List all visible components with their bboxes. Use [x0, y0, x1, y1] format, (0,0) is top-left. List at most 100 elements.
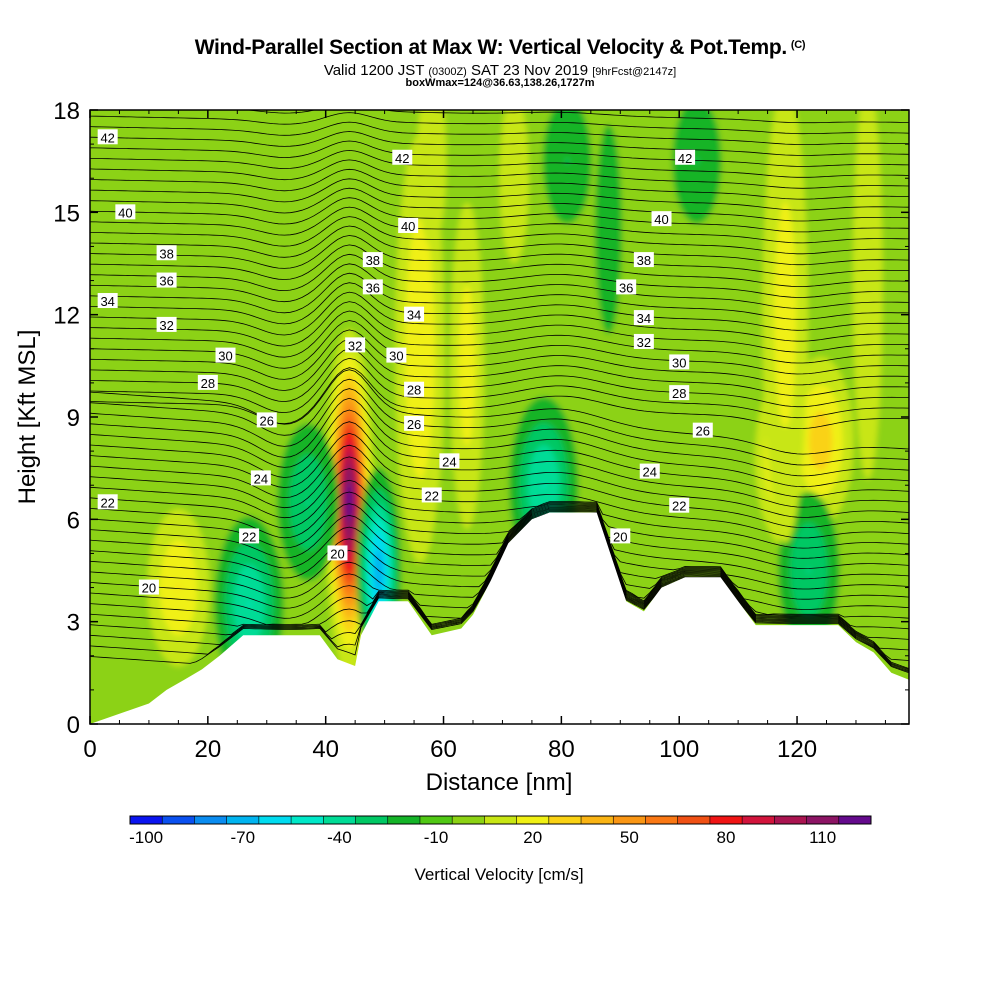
contour-label-box — [156, 272, 177, 288]
contour-label-text: 36 — [619, 280, 633, 295]
x-axis-label: Distance [nm] — [426, 769, 573, 796]
contour-label-text: 32 — [159, 318, 173, 333]
x-axis: 0 20 40 60 80 100 120 — [83, 110, 886, 763]
contour-label-text: 38 — [637, 253, 651, 268]
velocity-band — [762, 110, 808, 544]
contour-label-box — [215, 347, 236, 363]
colorbar-swatch — [806, 816, 840, 824]
contour-label-text: 22 — [672, 499, 686, 514]
contour-label: 42 — [97, 129, 118, 145]
contour-labels: 42 42 42 40 40 40 38 38 38 36 36 36 34 34 34 32 32 32 30 30… — [97, 129, 713, 596]
isentrope — [90, 140, 909, 167]
isentrope — [90, 397, 909, 488]
x-tick-label: 80 — [548, 736, 575, 763]
contour-label-text: 24 — [442, 454, 456, 469]
colorbar-tick-label: -40 — [327, 828, 352, 847]
contour-label-box — [404, 306, 425, 322]
colorbar-swatch — [130, 816, 163, 824]
isentrope — [90, 112, 909, 135]
velocity-level — [672, 110, 722, 224]
colorbar-swatch — [709, 816, 743, 824]
contour-label: 36 — [616, 279, 637, 295]
colorbar-swatch — [194, 816, 227, 824]
x-tick-label: 60 — [430, 736, 457, 763]
contour-label-text: 28 — [201, 376, 215, 391]
contour-label-box — [398, 217, 419, 233]
colorbar-tick-label: -10 — [424, 828, 449, 847]
colorbar-swatch — [516, 816, 550, 824]
contour-label-box — [362, 252, 383, 268]
isentrope — [90, 159, 909, 189]
y-tick-label: 15 — [53, 200, 80, 227]
contour-label: 38 — [362, 252, 383, 268]
contour-label-box — [692, 422, 713, 438]
contour-label-text: 40 — [401, 219, 415, 234]
x-tick-label: 120 — [777, 736, 817, 763]
contour-label-box — [392, 149, 413, 165]
contour-label: 34 — [633, 310, 654, 326]
velocity-level — [694, 158, 699, 164]
contour-label: 20 — [610, 528, 631, 544]
contour-label: 30 — [215, 347, 236, 364]
contour-label-text: 20 — [142, 581, 156, 596]
contour-label: 24 — [439, 453, 460, 469]
contour-label-box — [327, 545, 348, 561]
isentrope — [90, 206, 909, 244]
contour-label-text: 34 — [100, 294, 114, 309]
isentrope — [90, 507, 909, 610]
contour-label-box — [115, 204, 136, 220]
isentrope — [90, 235, 909, 277]
contour-label: 40 — [398, 217, 419, 234]
colorbar-swatch — [838, 816, 872, 824]
contour-label-box — [633, 252, 654, 268]
contour-label-box — [421, 487, 442, 503]
chart-subtitle: Valid 1200 JST (0300Z) SAT 23 Nov 2019 [… — [323, 62, 677, 79]
isentrope — [90, 291, 909, 342]
contour-label: 30 — [669, 354, 690, 370]
colorbar-swatch — [226, 816, 260, 824]
isentrope — [90, 515, 909, 670]
contour-label-text: 30 — [218, 349, 232, 364]
y-tick-label: 6 — [67, 507, 80, 534]
isentrope — [90, 357, 909, 419]
contour-label: 30 — [386, 347, 407, 364]
colorbar-swatch — [258, 816, 292, 824]
contour-label: 20 — [138, 579, 159, 596]
contour-label: 36 — [362, 279, 383, 295]
colorbar-swatch — [774, 816, 807, 824]
velocity-level — [417, 110, 447, 247]
contour-label: 26 — [256, 412, 277, 428]
isentrope — [90, 131, 909, 156]
isentrope — [90, 310, 909, 364]
contour-label-box — [250, 470, 271, 486]
x-tick-label: 0 — [83, 736, 96, 763]
isentrope — [90, 121, 909, 146]
colorbar-swatch — [742, 816, 775, 824]
contour-label-box — [633, 310, 654, 326]
isentrope — [90, 253, 909, 298]
contour-label-box — [97, 494, 118, 510]
isentrope — [90, 282, 909, 331]
contour-label: 38 — [156, 245, 177, 261]
velocity-level — [809, 411, 833, 471]
isentrope — [90, 244, 909, 288]
velocity-level — [404, 218, 435, 480]
velocity-level — [806, 568, 811, 573]
contour-label-text: 26 — [696, 424, 710, 439]
contour-label-box — [197, 374, 218, 390]
contour-label-text: 30 — [672, 355, 686, 370]
velocity-cell — [147, 508, 210, 667]
contour-label: 20 — [327, 545, 348, 561]
contour-label-text: 42 — [100, 130, 114, 145]
colorbar-swatch — [484, 816, 517, 824]
contour-label: 26 — [692, 422, 713, 439]
contour-label-text: 42 — [395, 151, 409, 166]
contour-label: 32 — [633, 333, 654, 350]
contour-label-text: 24 — [254, 471, 268, 486]
velocity-level — [499, 110, 529, 264]
y-tick-label: 12 — [53, 303, 80, 330]
colorbar-tick-label: 80 — [717, 828, 736, 847]
contour-label-text: 34 — [407, 308, 421, 323]
velocity-cell — [777, 491, 840, 650]
